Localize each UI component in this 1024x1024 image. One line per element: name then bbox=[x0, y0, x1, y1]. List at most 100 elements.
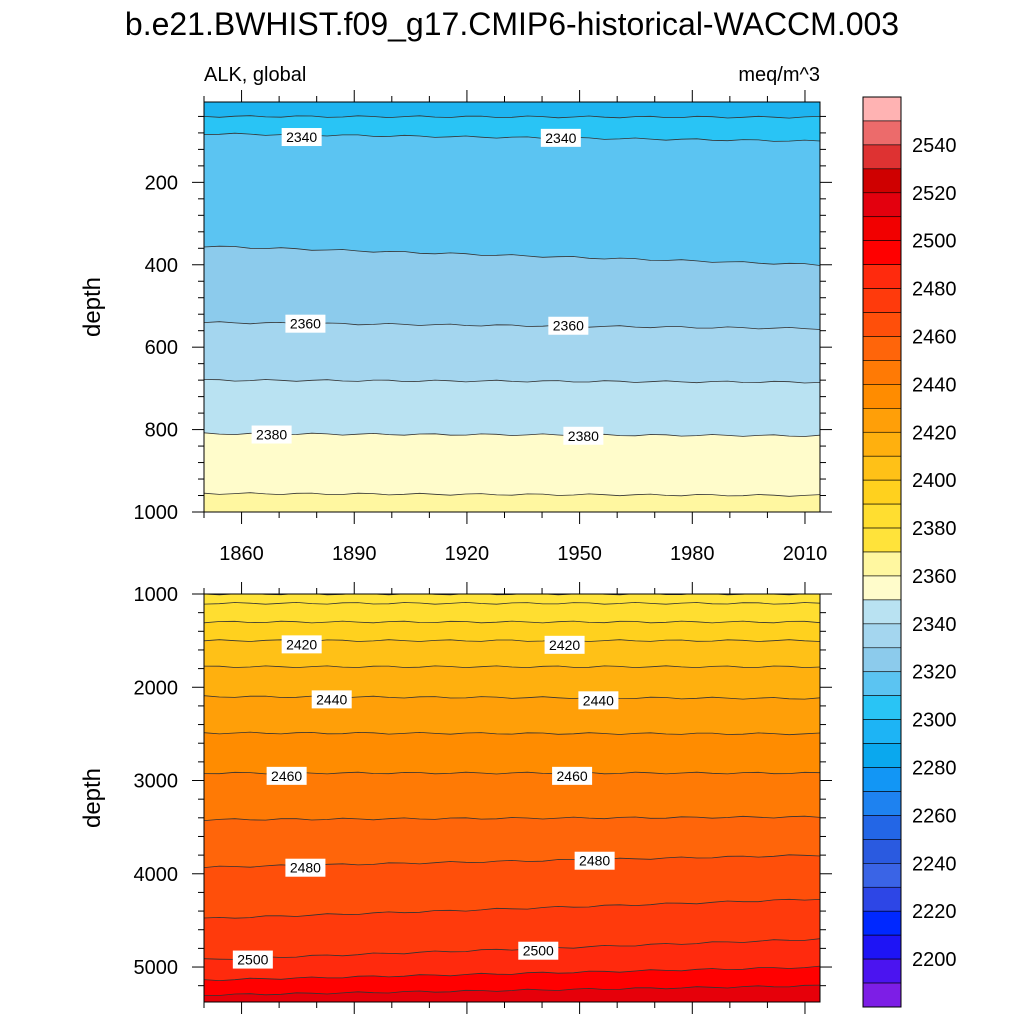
colorbar-swatch bbox=[862, 815, 902, 840]
contour-line-2340 bbox=[204, 245, 820, 266]
colorbar-swatch bbox=[862, 360, 902, 385]
contour-label: 2340 bbox=[545, 130, 576, 146]
contour-line-2410 bbox=[204, 620, 820, 624]
contour-label-box bbox=[311, 690, 352, 709]
panel-upper: 2340 2340 2360 2360 2380 2380 1860 1890 1920 1950… bbox=[79, 90, 832, 565]
colorbar-swatch bbox=[862, 671, 902, 696]
panel-lower: 2420 2420 2440 2440 2460 2460 2480 2480 2500 2500… bbox=[79, 582, 832, 1014]
colorbar-label: 2200 bbox=[912, 949, 957, 971]
colorbar-swatch bbox=[862, 958, 902, 984]
plot-frame bbox=[203, 101, 821, 513]
colorbar-swatch bbox=[862, 647, 902, 673]
contour-label-box bbox=[578, 691, 619, 710]
contour-line-2470 bbox=[204, 815, 820, 821]
contour-line-2490 bbox=[204, 898, 820, 919]
contour-line-2430 bbox=[204, 665, 820, 669]
colorbar-swatch bbox=[862, 719, 902, 744]
colorbar-swatch bbox=[862, 240, 902, 265]
y-tick-label: 3000 bbox=[134, 771, 179, 793]
contour-label: 2500 bbox=[237, 952, 268, 968]
contour-line-2370 bbox=[204, 432, 820, 437]
colorbar-swatch bbox=[862, 288, 902, 313]
units-label: meq/m^3 bbox=[738, 64, 820, 86]
contour-label-box bbox=[285, 858, 326, 877]
colorbar-label: 2220 bbox=[912, 901, 957, 923]
contour-label: 2420 bbox=[286, 636, 317, 652]
colorbar-swatch bbox=[862, 767, 902, 792]
colorbar-swatch bbox=[862, 144, 902, 170]
colorbar-swatch bbox=[862, 743, 902, 768]
x-tick-label: 2010 bbox=[783, 543, 828, 565]
contour-label-box bbox=[544, 635, 585, 654]
contour-band-2370 bbox=[204, 432, 820, 512]
contour-line-2510 bbox=[204, 965, 820, 982]
colorbar-swatch bbox=[862, 886, 902, 912]
contour-band-2520 bbox=[204, 985, 820, 1002]
y-tick-label: 1000 bbox=[134, 584, 179, 606]
colorbar-label: 2280 bbox=[912, 758, 957, 780]
x-tick-label: 1860 bbox=[219, 543, 264, 565]
colorbar-swatch bbox=[862, 384, 902, 409]
colorbar-swatch bbox=[862, 264, 902, 289]
colorbar: 2540 2520 2500 2480 2460 2440 2420 2400 2380 2360… bbox=[862, 96, 957, 1008]
contour-label: 2440 bbox=[583, 692, 614, 708]
colorbar-swatch bbox=[862, 575, 902, 601]
colorbar-swatch bbox=[862, 408, 902, 433]
contour-label: 2440 bbox=[316, 691, 347, 707]
colorbar-swatch bbox=[862, 455, 902, 481]
colorbar-label: 2260 bbox=[912, 805, 957, 827]
contour-label-box bbox=[574, 851, 615, 870]
colorbar-label: 2440 bbox=[912, 374, 957, 396]
y-tick-label: 4000 bbox=[134, 864, 179, 886]
x-tick-label: 1980 bbox=[670, 543, 715, 565]
contour-line-2460 bbox=[204, 771, 820, 775]
contour-label-box bbox=[552, 766, 593, 785]
contour-label-box bbox=[540, 128, 581, 147]
y-tick-label: 2000 bbox=[134, 677, 179, 699]
colorbar-swatch bbox=[862, 96, 902, 122]
contour-label-box bbox=[232, 950, 273, 969]
contour-line-2450 bbox=[204, 731, 820, 736]
contour-label-box bbox=[281, 635, 322, 654]
colorbar-label: 2540 bbox=[912, 135, 957, 157]
colorbar-swatch bbox=[862, 312, 902, 337]
colorbar-swatch bbox=[862, 910, 902, 936]
colorbar-swatch bbox=[862, 863, 902, 888]
contour-label: 2360 bbox=[290, 316, 321, 332]
colorbar-swatch bbox=[862, 336, 902, 361]
y-tick-label: 1000 bbox=[134, 502, 179, 524]
contour-line-2320 bbox=[204, 115, 820, 119]
colorbar-swatch bbox=[862, 479, 902, 505]
y-tick-label: 200 bbox=[145, 172, 178, 194]
colorbar-label: 2340 bbox=[912, 614, 957, 636]
colorbar-frame bbox=[862, 96, 902, 1008]
contour-label: 2460 bbox=[557, 768, 588, 784]
y-axis-label: depth bbox=[79, 768, 106, 828]
contour-line-2400 bbox=[204, 601, 820, 605]
y-tick-label: 600 bbox=[145, 337, 178, 359]
contour-line-2440 bbox=[204, 695, 820, 700]
colorbar-label: 2420 bbox=[912, 422, 957, 444]
plot-frame bbox=[203, 593, 821, 1003]
contour-label-box bbox=[281, 128, 322, 147]
contour-label: 2380 bbox=[568, 428, 599, 444]
colorbar-swatch bbox=[862, 431, 902, 457]
contour-label: 2340 bbox=[286, 129, 317, 145]
colorbar-swatch bbox=[862, 168, 902, 194]
colorbar-swatch bbox=[862, 982, 902, 1008]
colorbar-label: 2300 bbox=[912, 710, 957, 732]
contour-label-box bbox=[563, 426, 604, 445]
colorbar-swatch bbox=[862, 503, 902, 529]
colorbar-swatch bbox=[862, 791, 902, 816]
colorbar-label: 2460 bbox=[912, 326, 957, 348]
main-title: b.e21.BWHIST.f09_g17.CMIP6-historical-WA… bbox=[124, 6, 900, 42]
contour-band-2380 bbox=[204, 492, 820, 512]
contour-label-box bbox=[548, 316, 589, 335]
contour-label-box bbox=[285, 314, 326, 333]
contour-line-2380 bbox=[204, 492, 820, 497]
y-tick-label: 800 bbox=[145, 420, 178, 442]
contour-line-2520 bbox=[204, 984, 820, 996]
x-tick-label: 1890 bbox=[332, 543, 377, 565]
colorbar-swatch bbox=[862, 839, 902, 864]
